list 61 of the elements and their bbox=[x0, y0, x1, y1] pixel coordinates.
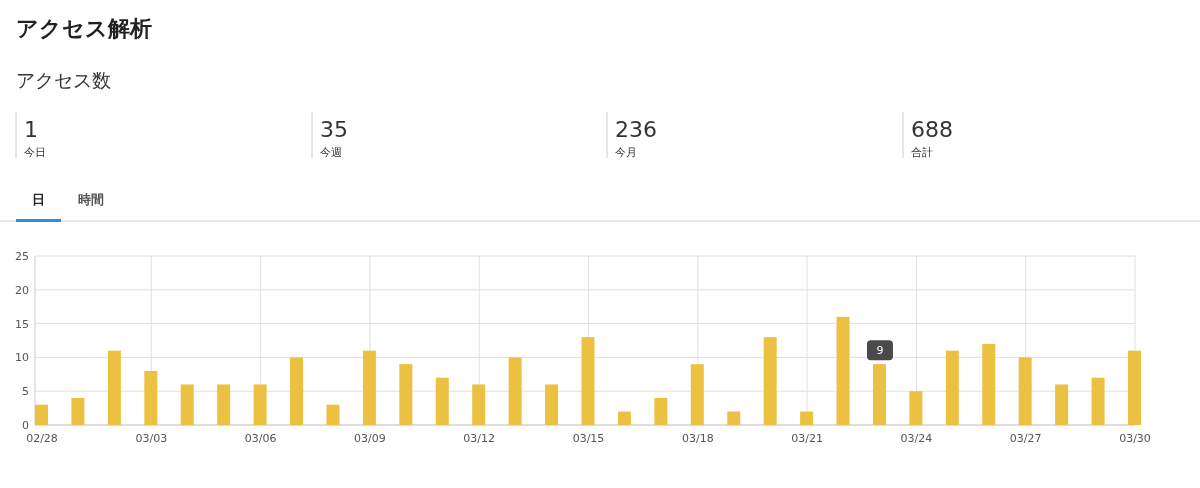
y-tick-label: 5 bbox=[22, 385, 29, 399]
x-tick-label: 03/27 bbox=[1009, 432, 1042, 445]
bar bbox=[727, 411, 741, 425]
x-tick-label: 03/24 bbox=[900, 432, 933, 445]
text: 35 bbox=[320, 117, 348, 142]
x-tick-label: 03/15 bbox=[572, 432, 605, 445]
text: 合計 bbox=[911, 146, 933, 159]
bar bbox=[435, 377, 449, 425]
x-tick-label: 03/06 bbox=[244, 432, 277, 445]
text: 今日 bbox=[24, 146, 46, 159]
x-tick-label: 03/12 bbox=[463, 432, 496, 445]
x-tick-label: 03/03 bbox=[135, 432, 168, 445]
bar bbox=[872, 364, 886, 425]
bar bbox=[581, 337, 595, 425]
x-tick-label: 03/30 bbox=[1119, 432, 1151, 445]
y-tick-label: 10 bbox=[15, 351, 29, 365]
text: 1 bbox=[24, 117, 38, 142]
bar bbox=[253, 384, 267, 425]
bar bbox=[71, 397, 85, 425]
bar bbox=[654, 397, 668, 425]
bar bbox=[763, 337, 777, 425]
x-tick-label: 03/18 bbox=[681, 432, 714, 445]
bar bbox=[800, 411, 814, 425]
x-tick-label: 03/21 bbox=[791, 432, 823, 445]
bar bbox=[1091, 377, 1105, 425]
y-tick-label: 15 bbox=[15, 317, 29, 331]
bar bbox=[909, 391, 923, 425]
y-tick-label: 0 bbox=[22, 419, 29, 432]
x-tick-label: 03/09 bbox=[354, 432, 386, 445]
bar bbox=[35, 404, 48, 425]
text: 236 bbox=[615, 117, 657, 142]
y-tick-label: 20 bbox=[15, 283, 29, 297]
text: 今週 bbox=[320, 146, 342, 159]
bar bbox=[545, 384, 559, 425]
bar bbox=[617, 411, 631, 425]
y-tick-label: 25 bbox=[15, 250, 29, 263]
bar bbox=[982, 343, 996, 425]
bar bbox=[399, 364, 413, 425]
bar bbox=[144, 370, 158, 425]
bar bbox=[217, 384, 231, 425]
bar bbox=[690, 364, 704, 425]
bar bbox=[1128, 350, 1141, 425]
text: 688 bbox=[911, 117, 953, 142]
bar bbox=[180, 384, 194, 425]
bar bbox=[1055, 384, 1069, 425]
annotation: 9 bbox=[876, 344, 884, 358]
bar bbox=[945, 350, 959, 425]
chart-title: アクセス解析 bbox=[16, 16, 152, 41]
bar bbox=[1018, 357, 1032, 425]
bar bbox=[472, 384, 486, 425]
chart-subtitle: アクセス数 bbox=[16, 69, 111, 91]
bar bbox=[836, 316, 850, 425]
bar bbox=[508, 357, 522, 425]
bar bbox=[107, 350, 121, 425]
x-tick-label: 02/28 bbox=[26, 432, 58, 445]
bar bbox=[326, 404, 340, 425]
text: 時間 bbox=[78, 192, 104, 207]
bar bbox=[362, 350, 376, 425]
text: 今月 bbox=[615, 146, 637, 159]
bar bbox=[290, 357, 304, 425]
text: 日 bbox=[31, 192, 45, 207]
